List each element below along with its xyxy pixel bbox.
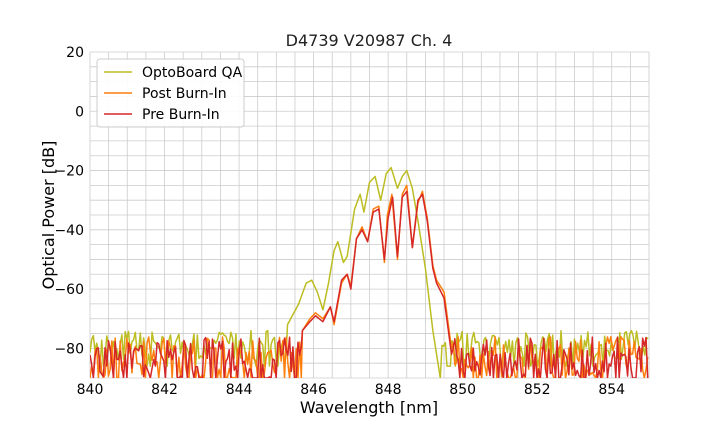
- y-tick-label: −80: [54, 341, 84, 357]
- legend: OptoBoard QA Post Burn-In Pre Burn-In: [96, 58, 245, 128]
- legend-label-pre-burn-in: Pre Burn-In: [142, 107, 220, 123]
- x-tick-label: 840: [77, 382, 104, 398]
- series-line-pre-burn-in: [90, 190, 649, 378]
- y-axis-label: Optical Power [dB]: [39, 141, 58, 290]
- x-axis-label: Wavelength [nm]: [300, 398, 438, 417]
- y-tick-label: −60: [54, 282, 84, 298]
- y-tick-label: 0: [75, 104, 84, 120]
- x-tick-label: 846: [300, 382, 327, 398]
- legend-label-optoboard-qa: OptoBoard QA: [142, 65, 243, 81]
- tick-layer: 840 842 844 846 848 850 852 854 20 0 −20 −40 −60 −80: [54, 45, 625, 398]
- y-tick-label: −40: [54, 223, 84, 239]
- legend-box: [96, 58, 245, 128]
- series-layer: [90, 166, 649, 378]
- x-tick-label: 852: [524, 382, 551, 398]
- x-tick-label: 854: [598, 382, 625, 398]
- y-tick-label: 20: [66, 45, 84, 61]
- x-tick-label: 842: [151, 382, 178, 398]
- x-tick-label: 850: [449, 382, 476, 398]
- chart-title: D4739 V20987 Ch. 4: [286, 31, 453, 50]
- legend-label-post-burn-in: Post Burn-In: [142, 86, 227, 102]
- x-tick-label: 848: [375, 382, 402, 398]
- y-tick-label: −20: [54, 164, 84, 180]
- x-tick-label: 844: [226, 382, 253, 398]
